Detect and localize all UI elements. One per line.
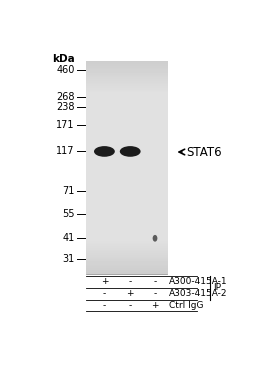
Ellipse shape [95,158,113,164]
Text: 31: 31 [62,254,75,264]
Ellipse shape [153,235,157,242]
Text: 71: 71 [62,185,75,196]
Ellipse shape [121,158,139,164]
Text: 268: 268 [56,92,75,102]
Text: STAT6: STAT6 [186,146,222,158]
FancyBboxPatch shape [86,61,167,274]
Text: 460: 460 [56,65,75,76]
Text: 41: 41 [62,233,75,243]
Text: +: + [101,277,108,286]
Text: 55: 55 [62,209,75,219]
Text: 171: 171 [56,120,75,130]
Text: 117: 117 [56,146,75,155]
Text: -: - [129,301,132,310]
Text: Ctrl IgG: Ctrl IgG [169,301,204,310]
Text: +: + [151,301,159,310]
Text: -: - [129,277,132,286]
Text: kDa: kDa [52,54,75,64]
FancyBboxPatch shape [119,61,141,274]
FancyBboxPatch shape [93,61,115,274]
Text: IP: IP [214,283,221,292]
Text: A300-415A-1: A300-415A-1 [169,277,228,286]
Text: A303-415A-2: A303-415A-2 [169,289,227,298]
Ellipse shape [94,146,115,157]
Text: 238: 238 [56,102,75,112]
Ellipse shape [120,146,141,157]
Text: +: + [126,289,134,298]
Text: -: - [103,301,106,310]
Text: -: - [103,289,106,298]
Text: -: - [153,289,157,298]
Text: -: - [153,277,157,286]
Ellipse shape [95,146,113,151]
Ellipse shape [121,146,139,151]
FancyBboxPatch shape [144,61,166,274]
FancyBboxPatch shape [90,93,163,210]
